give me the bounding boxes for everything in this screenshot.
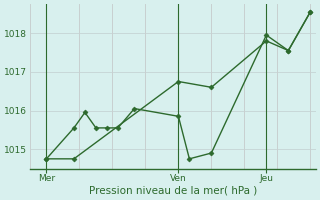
X-axis label: Pression niveau de la mer( hPa ): Pression niveau de la mer( hPa )	[89, 186, 257, 196]
